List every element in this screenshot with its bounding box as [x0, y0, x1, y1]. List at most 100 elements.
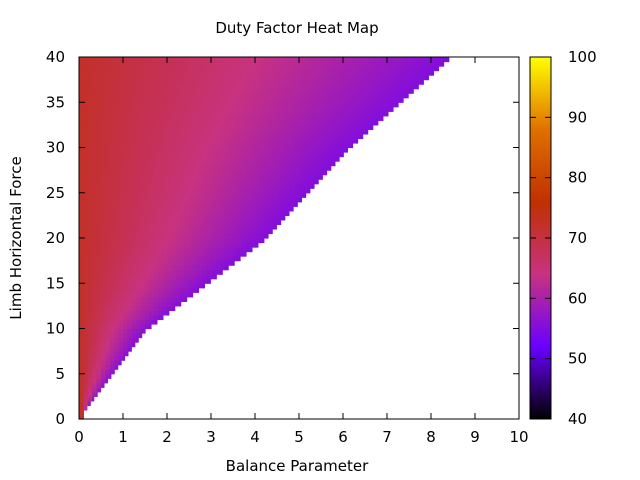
heatmap-cell [373, 120, 379, 126]
heatmap-cell [237, 251, 243, 257]
heatmap-cell [114, 355, 120, 361]
heatmap-cell [149, 102, 155, 108]
heatmap-cell [145, 88, 150, 94]
heatmap-cell [109, 93, 115, 99]
heatmap-cell [197, 192, 203, 198]
heatmap-cell [118, 360, 122, 366]
heatmap-cell [131, 265, 137, 271]
heatmap-cell [413, 75, 419, 81]
heatmap-cell [123, 138, 128, 144]
heatmap-cell [96, 147, 102, 153]
heatmap-cell [184, 274, 190, 280]
heatmap-cell [250, 238, 256, 244]
heatmap-cell [162, 147, 168, 153]
heatmap-cell [162, 129, 168, 135]
heatmap-cell [409, 66, 414, 72]
heatmap-cell [206, 93, 212, 99]
heatmap-cell [206, 188, 212, 194]
heatmap-cell [149, 265, 155, 271]
heatmap-cell [189, 201, 194, 207]
heatmap-cell [189, 75, 194, 81]
heatmap-cell [259, 210, 265, 216]
heatmap-cell [246, 133, 252, 140]
heatmap-cell [92, 97, 98, 103]
heatmap-cell [246, 183, 252, 189]
heatmap-cell [101, 224, 106, 230]
heatmap-cell [255, 233, 260, 239]
heatmap-cell [369, 70, 375, 76]
colorbar-tick-label: 70 [568, 229, 587, 247]
heatmap-cell [162, 242, 168, 248]
heatmap-cell [162, 197, 168, 203]
heatmap-cell [79, 251, 84, 257]
heatmap-cell [118, 88, 124, 94]
heatmap-cell [101, 57, 106, 63]
heatmap-cell [329, 75, 335, 81]
heatmap-cell [153, 197, 159, 203]
heatmap-cell [127, 265, 133, 271]
heatmap-cell [167, 129, 172, 135]
heatmap-cell [189, 57, 194, 63]
heatmap-cell [347, 88, 353, 94]
heatmap-cell [114, 115, 120, 121]
heatmap-cell [250, 97, 256, 103]
x-tick-label: 1 [118, 428, 128, 446]
heatmap-cell [189, 102, 194, 108]
heatmap-cell [211, 142, 216, 149]
heatmap-cell [321, 102, 326, 108]
heatmap-cell [272, 61, 278, 67]
heatmap-cell [193, 179, 199, 185]
heatmap-cell [224, 142, 230, 149]
heatmap-cell [277, 192, 282, 198]
heatmap-cell [79, 319, 84, 325]
heatmap-cell [101, 287, 106, 293]
heatmap-cell [87, 373, 93, 379]
heatmap-cell [175, 174, 181, 180]
heatmap-cell [171, 88, 177, 94]
y-tick-label: 35 [46, 93, 65, 111]
heatmap-cell [101, 323, 106, 330]
heatmap-cell [312, 152, 318, 158]
heatmap-cell [259, 111, 265, 117]
heatmap-cell [228, 224, 234, 230]
heatmap-cell [237, 79, 243, 85]
heatmap-cell [153, 165, 159, 171]
heatmap-cell [140, 133, 146, 140]
heatmap-cell [180, 174, 186, 180]
heatmap-cell [224, 102, 230, 108]
heatmap-cell [189, 133, 194, 140]
heatmap-cell [114, 111, 120, 117]
heatmap-cell [233, 97, 238, 103]
heatmap-cell [184, 192, 190, 198]
heatmap-cell [92, 179, 98, 185]
heatmap-cell [114, 188, 120, 194]
heatmap-cell [118, 224, 124, 230]
heatmap-cell [189, 66, 194, 72]
heatmap-cell [145, 296, 150, 302]
heatmap-cell [92, 106, 98, 112]
heatmap-cell [136, 197, 142, 203]
heatmap-cell [215, 129, 221, 135]
heatmap-cell [171, 152, 177, 158]
heatmap-cell [277, 102, 282, 108]
heatmap-cell [109, 256, 115, 262]
heatmap-cell [202, 210, 208, 216]
heatmap-cell [277, 197, 282, 203]
heatmap-cell [312, 106, 318, 112]
heatmap-cell [136, 233, 142, 239]
heatmap-cell [153, 247, 159, 253]
heatmap-cell [215, 165, 221, 171]
heatmap-cell [87, 102, 93, 108]
heatmap-cell [277, 165, 282, 171]
heatmap-cell [299, 57, 304, 63]
heatmap-cell [329, 97, 335, 103]
heatmap-cell [219, 228, 225, 235]
heatmap-cell [118, 57, 124, 63]
heatmap-cell [171, 242, 177, 248]
heatmap-cell [272, 115, 278, 121]
heatmap-cell [259, 75, 265, 81]
heatmap-cell [96, 124, 102, 130]
heatmap-cell [101, 228, 106, 235]
heatmap-cell [127, 210, 133, 216]
heatmap-cell [202, 242, 208, 248]
